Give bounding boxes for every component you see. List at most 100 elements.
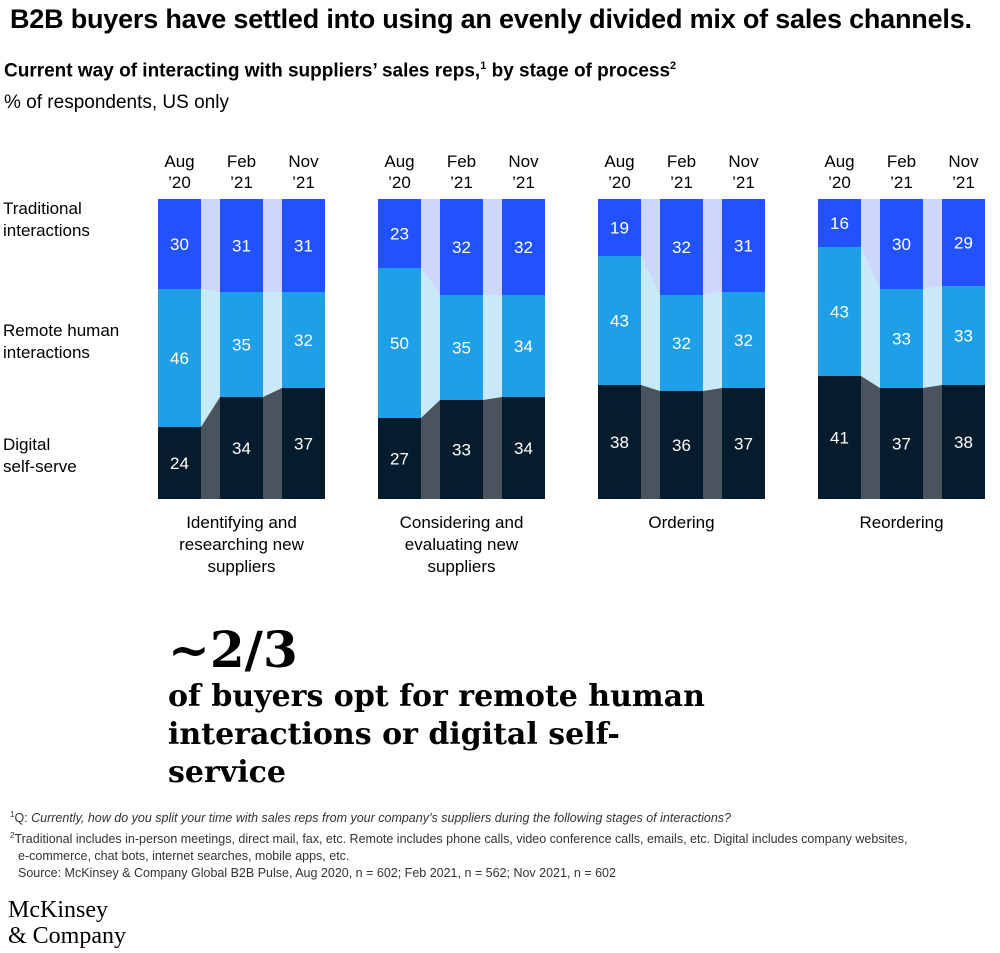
group-label-g4-line-1: Reordering bbox=[859, 513, 943, 532]
bar-digital-g4-p3 bbox=[942, 385, 985, 499]
bar-digital-g3-p3 bbox=[722, 388, 765, 499]
value-label-digital-g1-p2: 34 bbox=[232, 439, 251, 458]
period-label-g2-p3-month: Nov bbox=[508, 152, 539, 171]
bar-digital-g1-p1 bbox=[158, 427, 201, 499]
group-label-g1-line-2: researching new bbox=[179, 535, 304, 554]
footnote-2-continued: e-commerce, chat bots, internet searches… bbox=[18, 849, 350, 864]
bar-remote-g1-p2 bbox=[220, 292, 263, 397]
link-remote-g2-1 bbox=[421, 268, 440, 418]
link-remote-g1-2 bbox=[263, 292, 282, 397]
period-label-g2-p2-month: Feb bbox=[447, 152, 476, 171]
row-label-2-line-1: Remote human bbox=[3, 321, 119, 340]
value-label-remote-g3-p3: 32 bbox=[734, 331, 753, 350]
period-label-g3-p2-month: Feb bbox=[667, 152, 696, 171]
link-traditional-g3-1 bbox=[641, 199, 660, 295]
footnote-1-prefix: Q: bbox=[14, 811, 32, 826]
bar-traditional-g2-p1 bbox=[378, 199, 421, 268]
period-label-g2-p1-year: ’20 bbox=[388, 173, 411, 192]
value-label-remote-g4-p1: 43 bbox=[830, 303, 849, 322]
bar-remote-g4-p2 bbox=[880, 289, 923, 388]
value-label-digital-g4-p2: 37 bbox=[892, 435, 911, 454]
period-label-g3-p1-month: Aug bbox=[604, 152, 634, 171]
value-label-traditional-g2-p2: 32 bbox=[452, 238, 471, 257]
row-label-1-line-1: Traditional bbox=[3, 199, 82, 218]
period-label-g1-p2-month: Feb bbox=[227, 152, 256, 171]
chart-unit-label: % of respondents, US only bbox=[4, 92, 229, 113]
bar-digital-g2-p2 bbox=[440, 400, 483, 499]
link-remote-g4-2 bbox=[923, 286, 942, 388]
value-label-digital-g3-p2: 36 bbox=[672, 436, 691, 455]
value-label-traditional-g1-p1: 30 bbox=[170, 235, 189, 254]
link-traditional-g3-2 bbox=[703, 199, 722, 295]
bar-remote-g2-p1 bbox=[378, 268, 421, 418]
subtitle-text: Current way of interacting with supplier… bbox=[4, 60, 481, 82]
value-label-traditional-g1-p2: 31 bbox=[232, 237, 251, 256]
link-traditional-g2-1 bbox=[421, 199, 440, 295]
bar-digital-g3-p2 bbox=[660, 391, 703, 499]
value-label-traditional-g3-p2: 32 bbox=[672, 238, 691, 257]
bar-traditional-g3-p1 bbox=[598, 199, 641, 256]
link-remote-g4-1 bbox=[861, 247, 880, 388]
bar-remote-g4-p3 bbox=[942, 286, 985, 385]
bar-remote-g1-p3 bbox=[282, 292, 325, 388]
group-label-g2-line-1: Considering and bbox=[400, 513, 524, 532]
value-label-remote-g4-p2: 33 bbox=[892, 330, 911, 349]
value-label-digital-g3-p1: 38 bbox=[610, 433, 629, 452]
bar-remote-g1-p1 bbox=[158, 289, 201, 427]
bar-digital-g3-p1 bbox=[598, 385, 641, 499]
value-label-digital-g2-p3: 34 bbox=[514, 439, 533, 458]
value-label-digital-g3-p3: 37 bbox=[734, 435, 753, 454]
value-label-remote-g3-p2: 32 bbox=[672, 334, 691, 353]
period-label-g4-p2-month: Feb bbox=[887, 152, 916, 171]
group-label-g2-line-2: evaluating new bbox=[405, 535, 519, 554]
link-remote-g2-2 bbox=[483, 295, 502, 400]
bar-traditional-g3-p2 bbox=[660, 199, 703, 295]
mckinsey-logo: McKinsey & Company bbox=[8, 897, 126, 949]
value-label-remote-g2-p3: 34 bbox=[514, 337, 533, 356]
bar-traditional-g4-p1 bbox=[818, 199, 861, 247]
bar-traditional-g1-p2 bbox=[220, 199, 263, 292]
stacked-bar-chart: Traditional interactions Remote human inter… bbox=[3, 152, 985, 576]
bar-remote-g3-p3 bbox=[722, 292, 765, 388]
period-label-g4-p1-year: ’20 bbox=[828, 173, 851, 192]
value-label-traditional-g2-p3: 32 bbox=[514, 238, 533, 257]
value-label-digital-g4-p1: 41 bbox=[830, 429, 849, 448]
bar-traditional-g3-p3 bbox=[722, 199, 765, 292]
bar-remote-g4-p1 bbox=[818, 247, 861, 376]
period-label-g3-p3-month: Nov bbox=[728, 152, 759, 171]
chart-title: B2B buyers have settled into using an ev… bbox=[10, 4, 972, 34]
value-label-digital-g1-p3: 37 bbox=[294, 435, 313, 454]
bar-digital-g1-p3 bbox=[282, 388, 325, 499]
link-traditional-g1-2 bbox=[263, 199, 282, 292]
logo-line-2: & Company bbox=[8, 923, 126, 949]
value-label-remote-g1-p1: 46 bbox=[170, 349, 189, 368]
value-label-digital-g2-p1: 27 bbox=[390, 450, 409, 469]
bar-digital-g2-p1 bbox=[378, 418, 421, 499]
bar-traditional-g1-p1 bbox=[158, 199, 201, 289]
bar-remote-g2-p3 bbox=[502, 295, 545, 397]
bar-traditional-g4-p2 bbox=[880, 199, 923, 289]
period-label-g4-p2-year: ’21 bbox=[890, 173, 913, 192]
subtitle-text-mid: by stage of process bbox=[486, 60, 671, 82]
bar-remote-g2-p2 bbox=[440, 295, 483, 400]
period-label-g2-p1-month: Aug bbox=[384, 152, 414, 171]
value-label-remote-g2-p2: 35 bbox=[452, 339, 471, 358]
group-label-g1-line-3: suppliers bbox=[207, 557, 275, 576]
footnote-1-mark: 1 bbox=[10, 810, 15, 819]
footnote-1: 1Q: Currently, how do you split your tim… bbox=[10, 806, 998, 827]
bar-remote-g3-p2 bbox=[660, 295, 703, 391]
callout-stat: ~2/3 bbox=[168, 620, 298, 679]
logo-line-1: McKinsey bbox=[8, 897, 108, 923]
value-label-traditional-g2-p1: 23 bbox=[390, 225, 409, 244]
value-label-digital-g1-p1: 24 bbox=[170, 454, 189, 473]
value-label-traditional-g4-p1: 16 bbox=[830, 214, 849, 233]
value-label-remote-g4-p3: 33 bbox=[954, 327, 973, 346]
footnotes: 1Q: Currently, how do you split your tim… bbox=[10, 806, 998, 882]
subtitle-footnote-2: 2 bbox=[670, 60, 677, 72]
bar-traditional-g1-p3 bbox=[282, 199, 325, 292]
group-label-g2-line-3: suppliers bbox=[427, 557, 495, 576]
value-label-traditional-g4-p3: 29 bbox=[954, 234, 973, 253]
period-label-g3-p2-year: ’21 bbox=[670, 173, 693, 192]
period-label-g4-p1-month: Aug bbox=[824, 152, 854, 171]
bar-remote-g3-p1 bbox=[598, 256, 641, 385]
